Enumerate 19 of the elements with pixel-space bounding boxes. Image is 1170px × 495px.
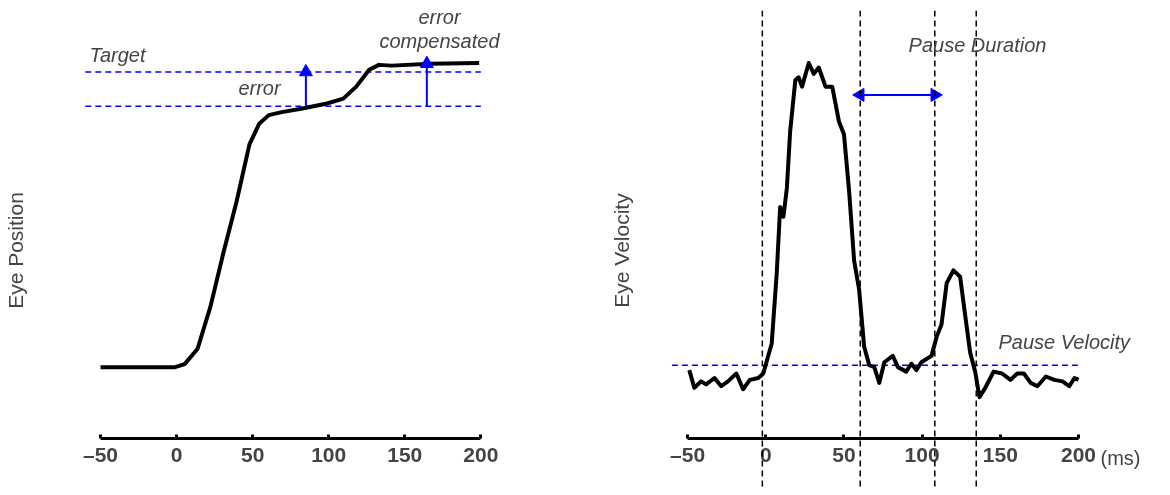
x-tick-label: 200 — [463, 443, 499, 466]
annotation: error — [238, 76, 282, 99]
x-tick-label: 50 — [240, 443, 265, 466]
y-axis-title: Eye Position — [3, 192, 27, 309]
annotation: Target — [89, 43, 147, 66]
x-tick-label: 150 — [387, 443, 423, 466]
x-tick-label: 200 — [1060, 443, 1097, 466]
y-axis-title: Eye Velocity — [609, 192, 633, 308]
x-tick-label: 100 — [311, 443, 347, 466]
x-tick-label: 150 — [982, 443, 1018, 466]
x-axis-title: (ms) — [1100, 447, 1141, 469]
annotation: Pause Velocity — [998, 330, 1132, 353]
x-tick-label: 100 — [904, 443, 940, 466]
text: Pause Duration — [908, 33, 1047, 56]
x-tick-label: 0 — [170, 443, 183, 466]
x-tick-label: –50 — [670, 443, 706, 466]
x-tick-label: –50 — [83, 443, 119, 466]
text: error compensated — [379, 6, 501, 53]
x-tick-label: 50 — [832, 443, 856, 466]
